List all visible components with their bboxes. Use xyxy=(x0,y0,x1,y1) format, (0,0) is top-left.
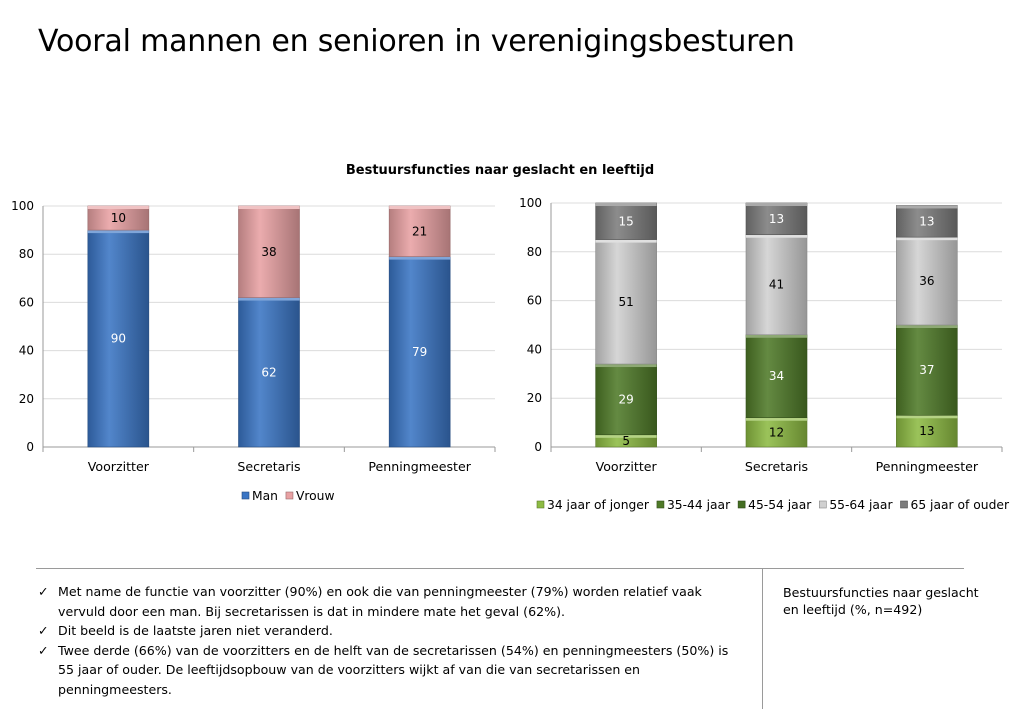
bar-segment xyxy=(388,256,451,448)
x-tick-label: Voorzitter xyxy=(596,459,658,474)
bar-segment-cap xyxy=(87,230,149,234)
y-tick-label: 100 xyxy=(519,196,542,210)
check-icon: ✓ xyxy=(38,623,49,638)
bar-segment-cap xyxy=(595,364,657,368)
y-tick-label: 20 xyxy=(19,392,34,406)
divider-horizontal xyxy=(36,568,964,569)
bar-segment xyxy=(87,229,150,448)
legend-label: Vrouw xyxy=(296,489,335,503)
bar-segment xyxy=(896,205,958,238)
legend-label: 34 jaar of jonger xyxy=(547,498,650,512)
data-label: 38 xyxy=(261,245,276,259)
data-label: 36 xyxy=(919,274,934,288)
bar-segment-cap xyxy=(746,203,807,206)
conclusion-text: Twee derde (66%) van de voorzitters en d… xyxy=(58,642,729,697)
bar-segment-cap xyxy=(389,256,451,260)
legend-swatch xyxy=(819,500,827,509)
x-tick-label: Secretaris xyxy=(745,459,808,474)
bar-segment xyxy=(87,205,150,231)
bar-segment xyxy=(388,205,451,257)
y-tick-label: 20 xyxy=(527,391,542,405)
legend-swatch xyxy=(656,500,665,509)
data-label: 13 xyxy=(919,214,934,228)
x-tick-label: Penningmeester xyxy=(368,459,471,474)
conclusion-item: ✓ Met name de functie van voorzitter (90%… xyxy=(36,582,736,621)
bar-segment-cap xyxy=(238,297,300,301)
bar-segment xyxy=(238,297,300,448)
bar-segment-cap xyxy=(896,237,958,241)
legend-label: 45-54 jaar xyxy=(748,498,812,512)
y-tick-label: 80 xyxy=(527,245,542,259)
check-icon: ✓ xyxy=(38,584,49,599)
bar-segment-cap xyxy=(896,325,958,328)
bar-segment xyxy=(595,239,657,365)
y-tick-label: 100 xyxy=(11,199,34,213)
data-label: 15 xyxy=(619,214,634,228)
y-tick-label: 0 xyxy=(534,440,542,454)
y-tick-label: 40 xyxy=(19,344,34,358)
bar-segment xyxy=(896,324,958,416)
bar-segment-cap xyxy=(896,415,958,419)
check-icon: ✓ xyxy=(38,642,49,658)
bar-segment xyxy=(595,202,657,240)
legend-swatch xyxy=(536,500,545,509)
data-label: 41 xyxy=(769,278,784,292)
x-tick-label: Secretaris xyxy=(237,459,300,474)
bar-segment xyxy=(595,363,657,436)
bar-segment-cap xyxy=(896,205,958,209)
data-label: 12 xyxy=(769,425,784,439)
legend-label: Man xyxy=(252,489,278,503)
y-tick-label: 0 xyxy=(26,440,34,454)
divider-vertical xyxy=(762,569,763,709)
conclusion-item: ✓ Dit beeld is de laatste jaren niet vera… xyxy=(36,621,736,641)
y-tick-label: 60 xyxy=(19,295,34,309)
data-label: 29 xyxy=(619,392,634,406)
bar-segment-cap xyxy=(595,203,657,206)
chart-heading: Bestuursfuncties naar geslacht en leefti… xyxy=(345,163,655,178)
bar-segment xyxy=(896,414,958,448)
legend-swatch xyxy=(285,491,294,500)
conclusion-text: Met name de functie van voorzitter (90%)… xyxy=(58,584,702,619)
y-tick-label: 40 xyxy=(527,342,542,356)
legend-swatch xyxy=(737,500,746,509)
bar-segment-cap xyxy=(746,334,807,338)
bar-segment-cap xyxy=(595,239,657,243)
bar-segment-cap xyxy=(87,206,149,209)
source-note: Bestuursfuncties naar geslacht en leefti… xyxy=(783,585,979,617)
bar-segment-cap xyxy=(746,417,807,421)
data-label: 79 xyxy=(412,345,427,359)
legend-label: 35-44 jaar xyxy=(667,498,731,512)
legend-label: 55-64 jaar xyxy=(829,498,893,512)
data-label: 13 xyxy=(769,212,784,226)
legend-swatch xyxy=(900,500,908,509)
data-label: 21 xyxy=(412,224,427,238)
bar-segment xyxy=(745,334,808,419)
bar-segment-cap xyxy=(746,234,807,238)
legend-label: 65 jaar of ouder xyxy=(911,498,1010,512)
bar-segment xyxy=(745,234,808,336)
data-label: 62 xyxy=(261,365,276,379)
conclusion-item: ✓ Twee derde (66%) van de voorzitters en … xyxy=(36,641,736,700)
conclusions-list: ✓ Met name de functie van voorzitter (90%… xyxy=(36,582,736,699)
legend-swatch xyxy=(241,491,250,500)
data-label: 5 xyxy=(622,434,630,448)
data-label: 10 xyxy=(111,211,126,225)
bar-segment-cap xyxy=(238,206,300,209)
y-tick-label: 60 xyxy=(527,294,542,308)
conclusion-text: Dit beeld is de laatste jaren niet veran… xyxy=(58,623,333,638)
data-label: 34 xyxy=(769,369,784,383)
data-label: 13 xyxy=(919,424,934,438)
page-title: Vooral mannen en senioren in verenigings… xyxy=(38,24,795,59)
bar-segment-cap xyxy=(389,206,451,209)
data-label: 51 xyxy=(619,295,634,309)
bar-segment-cap xyxy=(595,434,657,438)
data-label: 90 xyxy=(111,332,126,346)
x-tick-label: Voorzitter xyxy=(88,459,150,474)
data-label: 37 xyxy=(919,363,934,377)
x-tick-label: Penningmeester xyxy=(876,459,979,474)
y-tick-label: 80 xyxy=(19,247,34,261)
